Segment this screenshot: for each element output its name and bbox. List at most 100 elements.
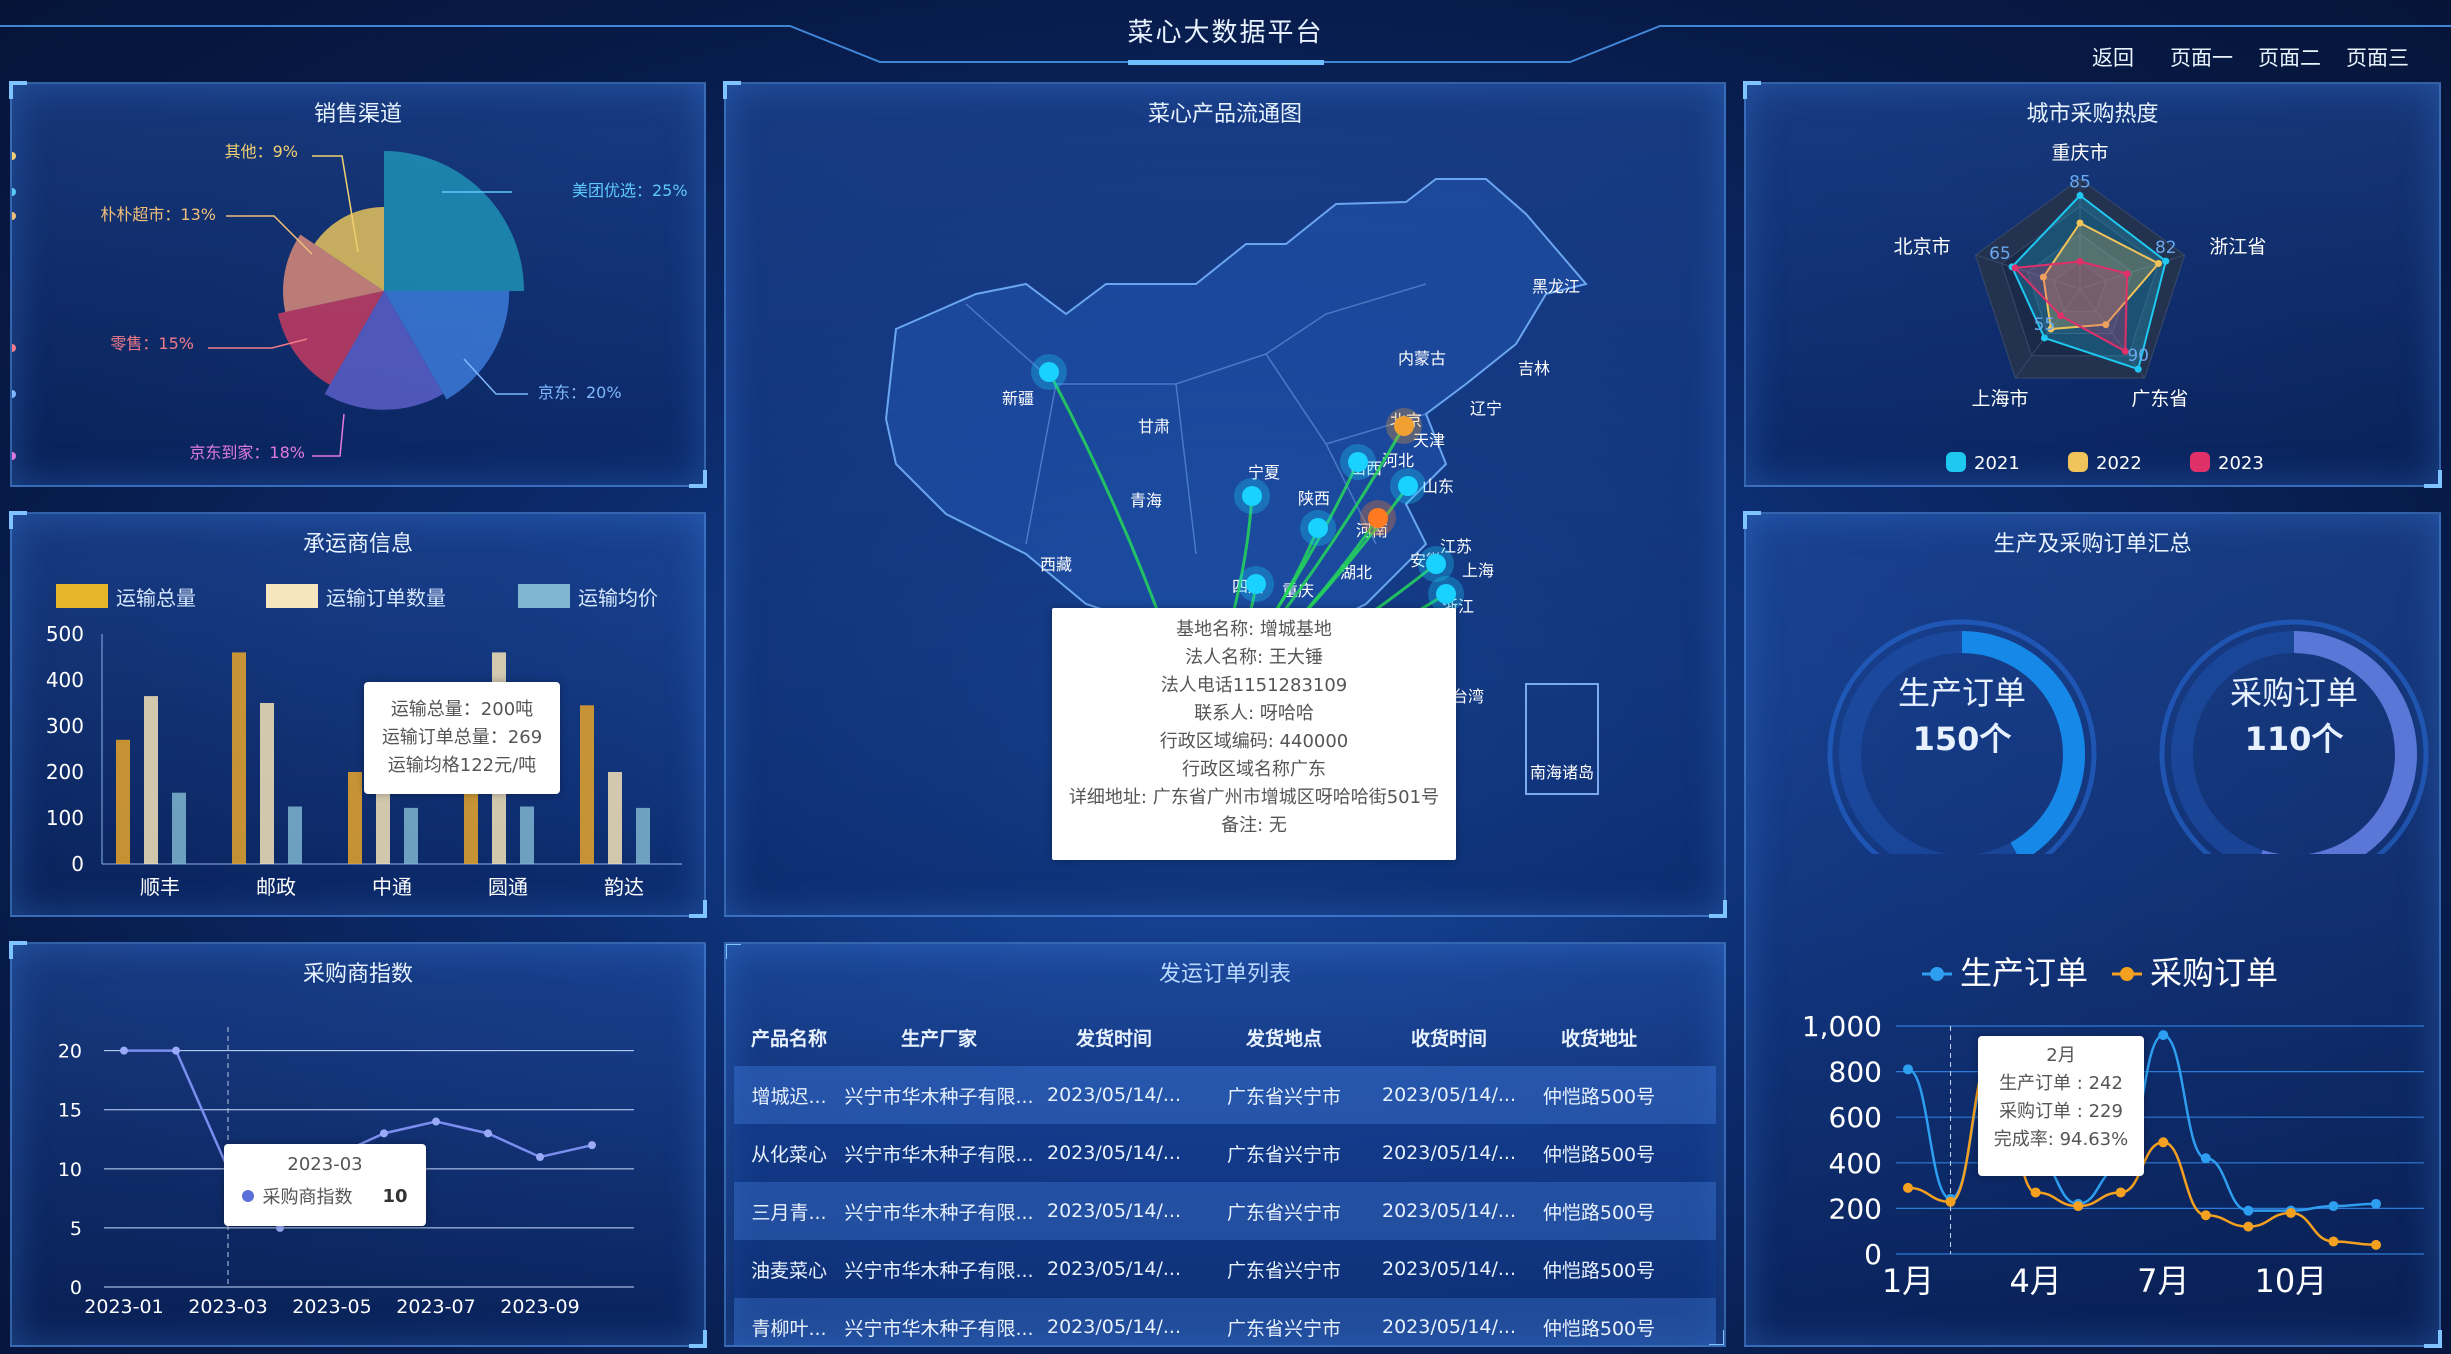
table-cell: 三月青... bbox=[751, 1201, 827, 1224]
table-row[interactable]: 从化菜心 兴宁市华木种子有限... 2023/05/14/... 广东省兴宁市 2023… bbox=[734, 1124, 1716, 1182]
legend-label-price: 运输均价 bbox=[578, 586, 658, 610]
radar-point bbox=[2047, 325, 2055, 333]
radar-axis-label: 广东省 bbox=[2131, 388, 2188, 410]
table-cell: 广东省兴宁市 bbox=[1226, 1201, 1341, 1224]
data-point bbox=[1945, 1196, 1956, 1207]
radar-point bbox=[2057, 312, 2065, 320]
bar bbox=[144, 696, 158, 864]
province-label: 新疆 bbox=[1002, 389, 1034, 408]
radar-point bbox=[2123, 270, 2131, 278]
pie-label: 零售：15% bbox=[110, 334, 194, 353]
carrier-tooltip: 运输总量：200吨 运输订单总量：269 运输均格122元/吨 bbox=[364, 682, 560, 794]
x-tick-label: 邮政 bbox=[256, 875, 296, 899]
sales-channel-title: 销售渠道 bbox=[313, 102, 402, 127]
y-tick-label: 200 bbox=[46, 760, 84, 784]
data-point bbox=[2328, 1236, 2339, 1247]
nav-page2-button[interactable]: 页面二 bbox=[2258, 46, 2321, 70]
x-tick-label: 10月 bbox=[2255, 1262, 2328, 1300]
order-tooltip: 2月 生产订单 : 242 采购订单 : 229 完成率: 94.63% bbox=[1978, 1036, 2144, 1176]
tooltip-line: 法人电话1151283109 bbox=[1160, 675, 1348, 696]
pie-label-line bbox=[463, 358, 528, 395]
province-label: 上海 bbox=[1462, 561, 1494, 580]
y-tick-label: 400 bbox=[1829, 1147, 1882, 1180]
ring-outer bbox=[2159, 619, 2429, 854]
table-cell: 广东省兴宁市 bbox=[1226, 1259, 1341, 1282]
sales-channel-panel: 销售渠道 美团优选：25% 京东：20% 京东到家：18% 零售：15% 朴朴超市：13… bbox=[9, 81, 707, 488]
table-row[interactable]: 青柳叶... 兴宁市华木种子有限... 2023/05/14/... 广东省兴宁市 20… bbox=[734, 1298, 1716, 1345]
y-tick-label: 400 bbox=[46, 668, 84, 692]
radar-point bbox=[2076, 219, 2084, 227]
province-label: 河北 bbox=[1382, 451, 1414, 470]
bar bbox=[636, 807, 650, 864]
table-cell: 2023/05/14/... bbox=[1046, 1084, 1182, 1106]
province-label: 吉林 bbox=[1518, 359, 1550, 378]
base-marker bbox=[1368, 508, 1388, 528]
tooltip-line: 运输均格122元/吨 bbox=[387, 755, 537, 776]
radar-axis-label: 北京市 bbox=[1894, 236, 1951, 258]
base-marker bbox=[1246, 574, 1266, 594]
production-ring-label: 生产订单 150个 bbox=[1832, 668, 2092, 760]
table-cell: 2023/05/14/... bbox=[1046, 1200, 1182, 1222]
ring-label: 采购订单 bbox=[2229, 674, 2358, 712]
pie-label-line bbox=[312, 155, 359, 253]
nav-back-button[interactable]: 返回 bbox=[2092, 46, 2134, 70]
data-point bbox=[2073, 1201, 2084, 1212]
page-title: 菜心大数据平台 bbox=[1127, 18, 1324, 48]
buyer-index-panel: 采购商指数 20 15 10 5 0 2023-01 2023-03 2023-05 2023-… bbox=[9, 941, 707, 1348]
province-label: 天津 bbox=[1413, 431, 1445, 450]
pie-label: 朴朴超市：13% bbox=[100, 205, 216, 224]
data-point bbox=[1903, 1182, 1913, 1193]
bar bbox=[232, 652, 246, 864]
table-cell: 2023/05/14/... bbox=[1381, 1084, 1517, 1106]
base-marker bbox=[1398, 476, 1418, 496]
y-tick-label: 15 bbox=[58, 1100, 82, 1122]
nav-page3-button[interactable]: 页面三 bbox=[2346, 46, 2409, 70]
line-legend-label: 采购订单 bbox=[2150, 954, 2278, 992]
map-title: 菜心产品流通图 bbox=[1147, 102, 1302, 127]
table-row[interactable]: 油麦菜心 兴宁市华木种子有限... 2023/05/14/... 广东省兴宁市 2023… bbox=[734, 1240, 1716, 1298]
city-heat-panel: 城市采购热度 重庆市 浙江省 广东省 上海市 北京市 85 82 90 55 65 2021 2022… bbox=[1743, 81, 2442, 488]
table-cell: 2023/05/14/... bbox=[1046, 1316, 1182, 1338]
radar-axis-label: 上海市 bbox=[1972, 388, 2029, 410]
province-label: 辽宁 bbox=[1470, 399, 1502, 418]
table-row[interactable]: 增城迟... 兴宁市华木种子有限... 2023/05/14/... 广东省兴宁市 20… bbox=[734, 1066, 1716, 1124]
x-tick-label: 2023-03 bbox=[188, 1296, 267, 1318]
data-point bbox=[432, 1117, 440, 1126]
pie-slice bbox=[324, 291, 444, 410]
tooltip-line: 法人名称: 王大锤 bbox=[1185, 647, 1323, 668]
radar-legend-label: 2022 bbox=[2096, 453, 2142, 474]
table-cell: 增城迟... bbox=[751, 1085, 827, 1108]
legend-swatch-price bbox=[518, 584, 570, 608]
province-label: 台湾 bbox=[1452, 687, 1484, 706]
legend-swatch-orders bbox=[266, 584, 318, 608]
y-tick-label: 800 bbox=[1829, 1056, 1882, 1089]
nav-page1-button[interactable]: 页面一 bbox=[2170, 46, 2233, 70]
carrier-bar-chart: 500 400 300 200 100 0 顺丰 邮政 中通 圆通 韵达 bbox=[46, 622, 682, 899]
carrier-panel: 承运商信息 运输总量 运输订单数量 运输均价 500 400 300 200 100 0 顺… bbox=[9, 511, 707, 918]
radar-series bbox=[2042, 221, 2161, 331]
legend-label-orders: 运输订单数量 bbox=[326, 586, 446, 610]
data-point bbox=[2371, 1198, 2381, 1209]
base-marker bbox=[1242, 486, 1262, 506]
y-tick-label: 500 bbox=[46, 622, 84, 646]
base-marker bbox=[1426, 554, 1446, 574]
y-tick-label: 600 bbox=[1829, 1101, 1882, 1134]
line-legend-dot bbox=[1930, 967, 1944, 981]
pie-label: 其他：9% bbox=[225, 142, 298, 161]
y-tick-label: 0 bbox=[71, 852, 84, 876]
radar-value-label: 90 bbox=[2127, 346, 2149, 366]
table-row[interactable]: 三月青... 兴宁市华木种子有限... 2023/05/14/... 广东省兴宁市 20… bbox=[734, 1182, 1716, 1240]
pie-label-dot bbox=[12, 152, 16, 160]
pie-label: 美团优选：25% bbox=[572, 181, 688, 200]
table-cell: 兴宁市华木种子有限... bbox=[844, 1317, 1034, 1340]
pie-label: 京东到家：18% bbox=[189, 443, 305, 462]
radar-legend-label: 2023 bbox=[2218, 453, 2264, 474]
x-tick-label: 2023-01 bbox=[84, 1296, 163, 1318]
table-cell: 仲恺路500号 bbox=[1542, 1259, 1656, 1282]
bar bbox=[260, 703, 274, 864]
x-tick-label: 2023-05 bbox=[292, 1296, 371, 1318]
radar-axis-label: 浙江省 bbox=[2209, 236, 2266, 258]
data-point bbox=[2371, 1239, 2381, 1250]
city-heat-title: 城市采购热度 bbox=[2026, 102, 2159, 127]
x-tick-label: 圆通 bbox=[488, 875, 528, 899]
